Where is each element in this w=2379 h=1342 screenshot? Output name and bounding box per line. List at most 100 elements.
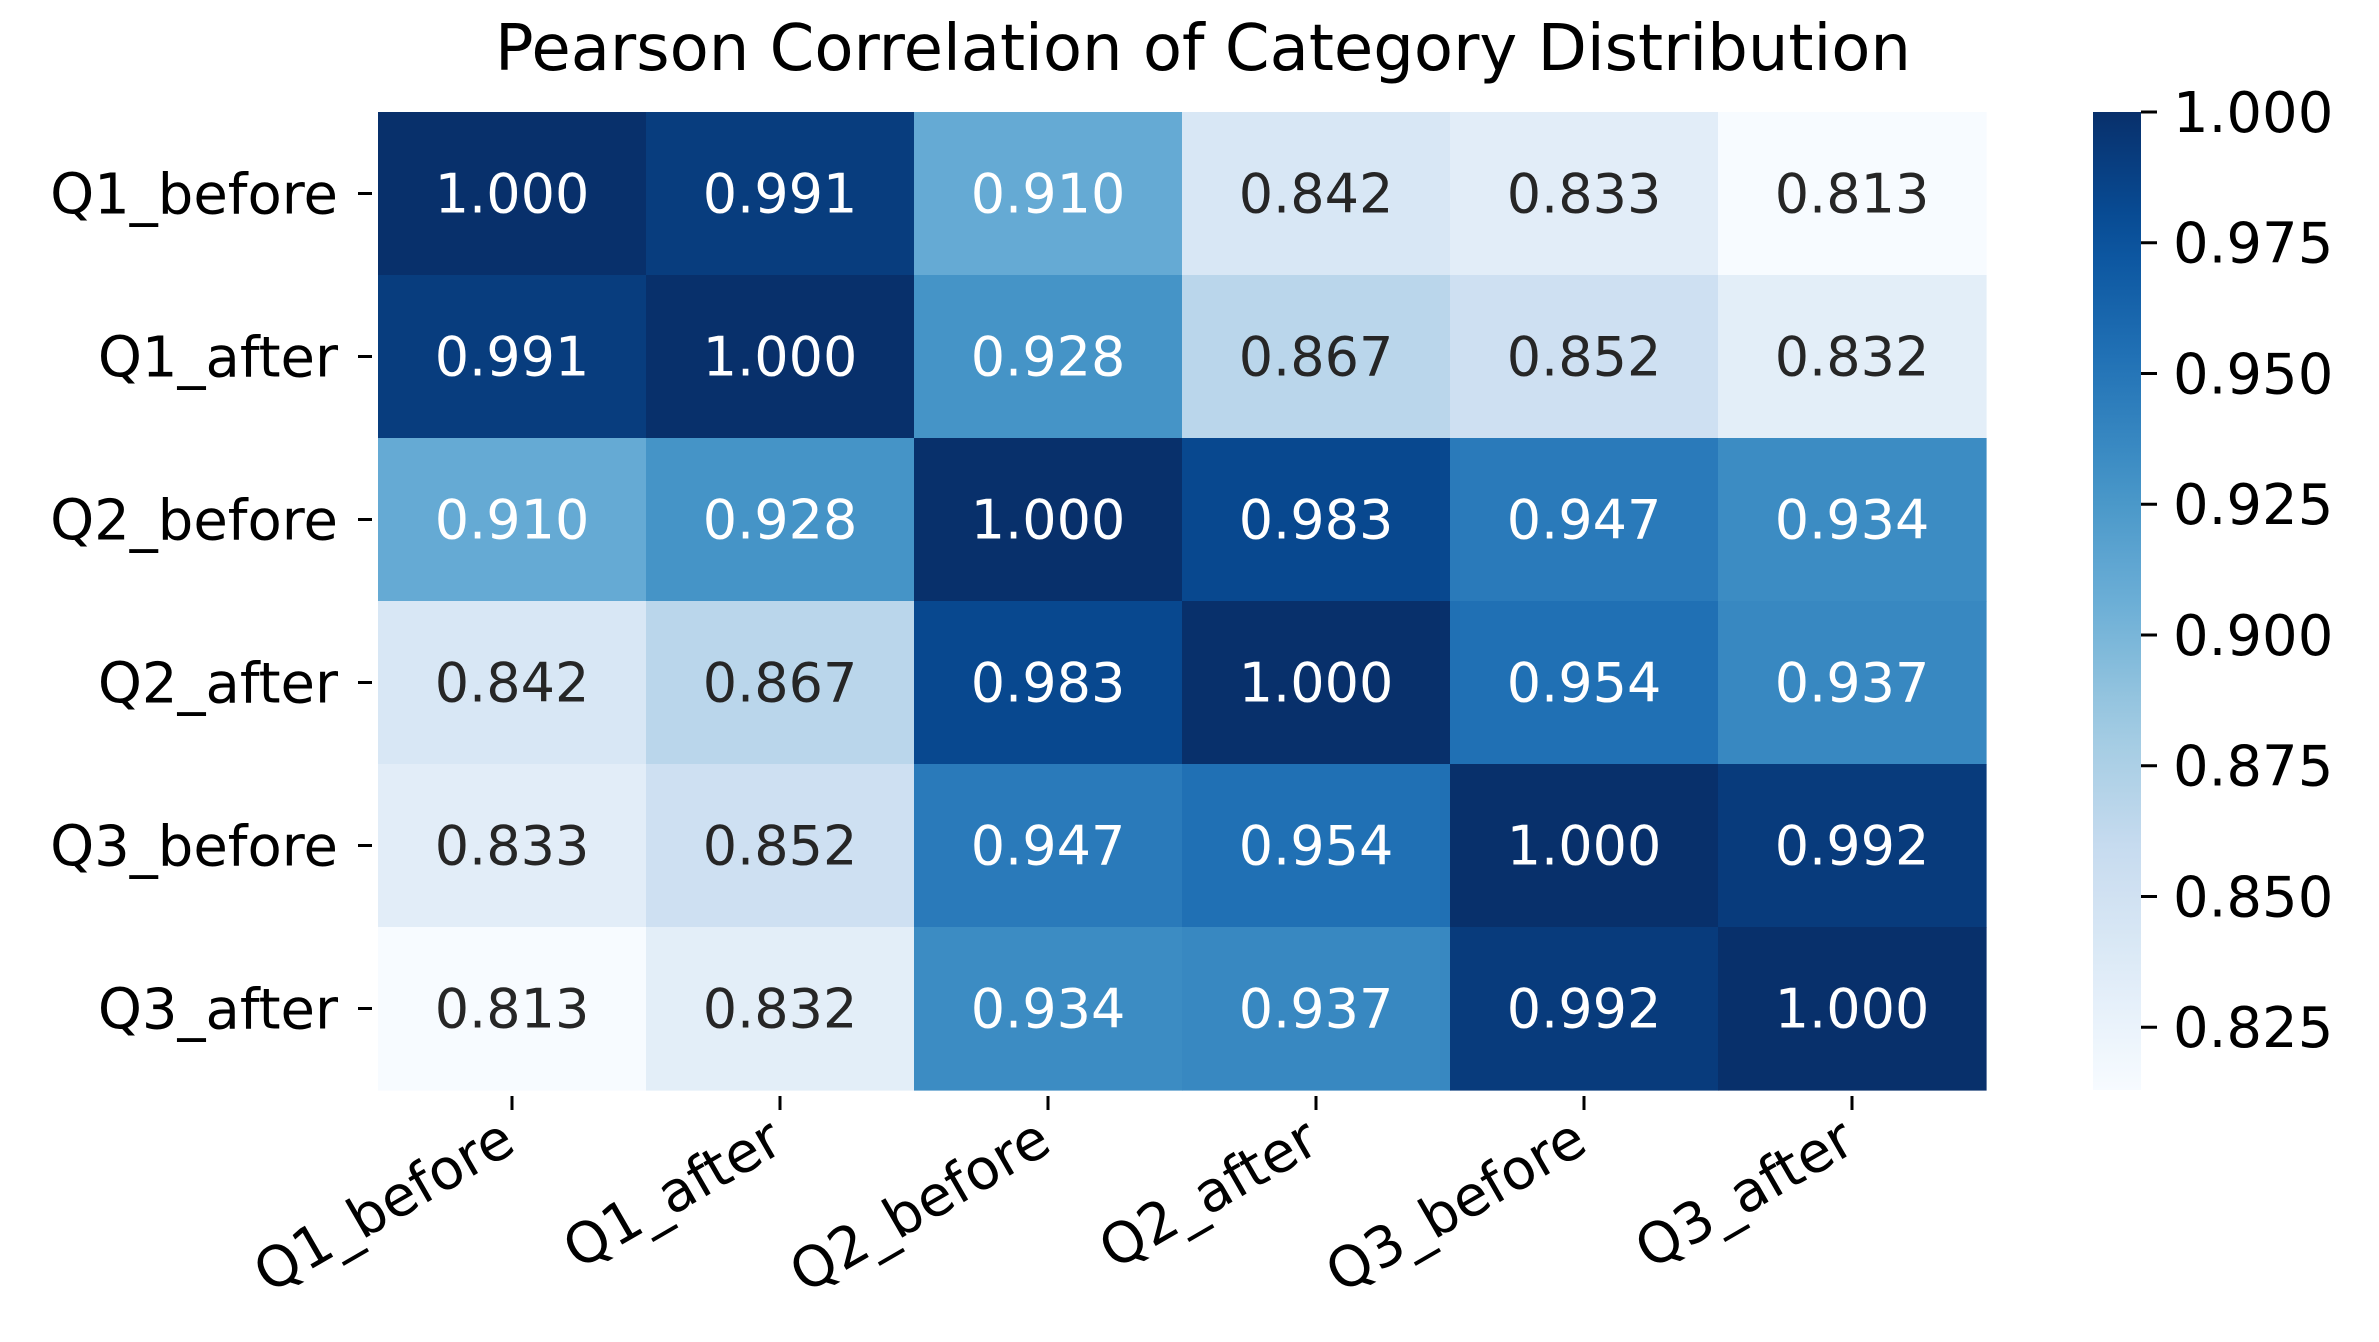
heatmap-cell-r6-c1 <box>378 927 647 1091</box>
heatmap-cell-r2-c5 <box>1450 275 1719 439</box>
colorbar-tick-label: 0.900 <box>2173 604 2333 669</box>
cell-value-label: 0.937 <box>1239 978 1394 1041</box>
heatmap-cell-r1-c1 <box>378 112 647 276</box>
cell-value-label: 1.000 <box>1239 652 1394 715</box>
cell-value-label: 0.833 <box>435 815 590 878</box>
heatmap-cell-r3-c3 <box>914 438 1183 602</box>
heatmap-cell-r2-c4 <box>1182 275 1451 439</box>
cell-value-label: 0.954 <box>1507 652 1662 715</box>
y-axis-labels: Q1_before Q1_after Q2_before Q2_after Q3_bef… <box>50 163 372 1043</box>
cell-value-label: 0.813 <box>435 978 590 1041</box>
cell-value-label: 0.991 <box>703 163 858 226</box>
heatmap-cell-r4-c2 <box>646 601 915 765</box>
chart-title: Pearson Correlation of Category Distribu… <box>495 12 1911 86</box>
heatmap-cell-r1-c6 <box>1718 112 1987 276</box>
colorbar-tick-label: 0.975 <box>2173 212 2333 277</box>
y-tick-label: Q2_after <box>98 652 339 717</box>
colorbar-tick-label: 0.950 <box>2173 342 2333 407</box>
y-tick-label: Q1_before <box>50 163 338 228</box>
heatmap-cell-r6-c5 <box>1450 927 1719 1091</box>
heatmap-cell-r6-c6 <box>1718 927 1987 1091</box>
heatmap-cell-r6-c4 <box>1182 927 1451 1091</box>
y-tick-label: Q1_after <box>98 326 339 391</box>
heatmap-cell-r2-c6 <box>1718 275 1987 439</box>
x-tick-label: Q1_after <box>552 1105 793 1282</box>
heatmap-cell-r4-c3 <box>914 601 1183 765</box>
cell-value-label: 0.992 <box>1507 978 1662 1041</box>
cell-value-label: 0.910 <box>971 163 1126 226</box>
colorbar-tick-label: 1.000 <box>2173 81 2333 146</box>
colorbar: 0.825 0.850 0.875 0.900 0.925 0.950 0.975 1.000 <box>2093 81 2333 1090</box>
heatmap-cell-r4-c1 <box>378 601 647 765</box>
cell-value-label: 0.910 <box>435 489 590 552</box>
heatmap-cell-r3-c2 <box>646 438 915 602</box>
cell-value-label: 1.000 <box>703 326 858 389</box>
cell-value-label: 0.832 <box>703 978 858 1041</box>
heatmap-cell-r1-c2 <box>646 112 915 276</box>
x-tick-label: Q2_after <box>1088 1105 1329 1282</box>
colorbar-tick-label: 0.850 <box>2173 865 2333 930</box>
cell-value-label: 0.833 <box>1507 163 1662 226</box>
cell-value-label: 0.954 <box>1239 815 1394 878</box>
heatmap-cell-r5-c4 <box>1182 764 1451 928</box>
cell-value-label: 0.947 <box>971 815 1126 878</box>
cell-value-label: 0.934 <box>971 978 1126 1041</box>
heatmap-cell-r2-c1 <box>378 275 647 439</box>
colorbar-tick-label: 0.875 <box>2173 735 2333 800</box>
x-tick-label: Q3_before <box>1315 1106 1597 1306</box>
y-tick-label: Q3_after <box>98 978 339 1043</box>
x-tick-label: Q1_before <box>243 1106 525 1306</box>
heatmap-cell-r1-c4 <box>1182 112 1451 276</box>
colorbar-tick-label: 0.825 <box>2173 996 2333 1061</box>
colorbar-tick-label: 0.925 <box>2173 473 2333 538</box>
heatmap-cell-r5-c5 <box>1450 764 1719 928</box>
heatmap-cell-r4-c6 <box>1718 601 1987 765</box>
cell-value-label: 1.000 <box>971 489 1126 552</box>
cell-value-label: 0.867 <box>703 652 858 715</box>
cell-value-label: 0.842 <box>1239 163 1394 226</box>
cell-value-label: 0.928 <box>703 489 858 552</box>
cell-value-label: 0.983 <box>1239 489 1394 552</box>
heatmap-cell-r2-c2 <box>646 275 915 439</box>
heatmap-cell-r5-c2 <box>646 764 915 928</box>
heatmap-cell-r5-c3 <box>914 764 1183 928</box>
cell-value-label: 0.832 <box>1775 326 1930 389</box>
y-tick-label: Q2_before <box>50 489 338 554</box>
heatmap-cell-r3-c1 <box>378 438 647 602</box>
cell-value-label: 0.852 <box>1507 326 1662 389</box>
heatmap-cell-r1-c3 <box>914 112 1183 276</box>
cell-value-label: 0.867 <box>1239 326 1394 389</box>
cell-value-label: 0.928 <box>971 326 1126 389</box>
heatmap-cell-r4-c4 <box>1182 601 1451 765</box>
colorbar-gradient <box>2093 112 2141 1090</box>
heatmap-cell-r5-c6 <box>1718 764 1987 928</box>
heatmap-cell-r1-c5 <box>1450 112 1719 276</box>
cell-value-label: 0.991 <box>435 326 590 389</box>
cell-value-label: 1.000 <box>1775 978 1930 1041</box>
cell-value-label: 0.934 <box>1775 489 1930 552</box>
cell-value-label: 0.992 <box>1775 815 1930 878</box>
y-tick-label: Q3_before <box>50 815 338 880</box>
cell-value-label: 0.947 <box>1507 489 1662 552</box>
x-tick-label: Q3_after <box>1624 1105 1865 1282</box>
heatmap-cell-r6-c2 <box>646 927 915 1091</box>
heatmap-cell-r2-c3 <box>914 275 1183 439</box>
heatmap-cells: 1.000 0.991 0.910 0.842 0.833 0.813 0.991 1.000… <box>378 112 1987 1091</box>
heatmap-cell-r6-c3 <box>914 927 1183 1091</box>
cell-value-label: 0.983 <box>971 652 1126 715</box>
cell-value-label: 0.937 <box>1775 652 1930 715</box>
cell-value-label: 0.813 <box>1775 163 1930 226</box>
cell-value-label: 1.000 <box>1507 815 1662 878</box>
heatmap-cell-r4-c5 <box>1450 601 1719 765</box>
x-tick-label: Q2_before <box>779 1106 1061 1306</box>
cell-value-label: 1.000 <box>435 163 590 226</box>
heatmap-cell-r3-c6 <box>1718 438 1987 602</box>
heatmap-cell-r3-c4 <box>1182 438 1451 602</box>
heatmap-cell-r5-c1 <box>378 764 647 928</box>
heatmap-cell-r3-c5 <box>1450 438 1719 602</box>
cell-value-label: 0.852 <box>703 815 858 878</box>
cell-value-label: 0.842 <box>435 652 590 715</box>
